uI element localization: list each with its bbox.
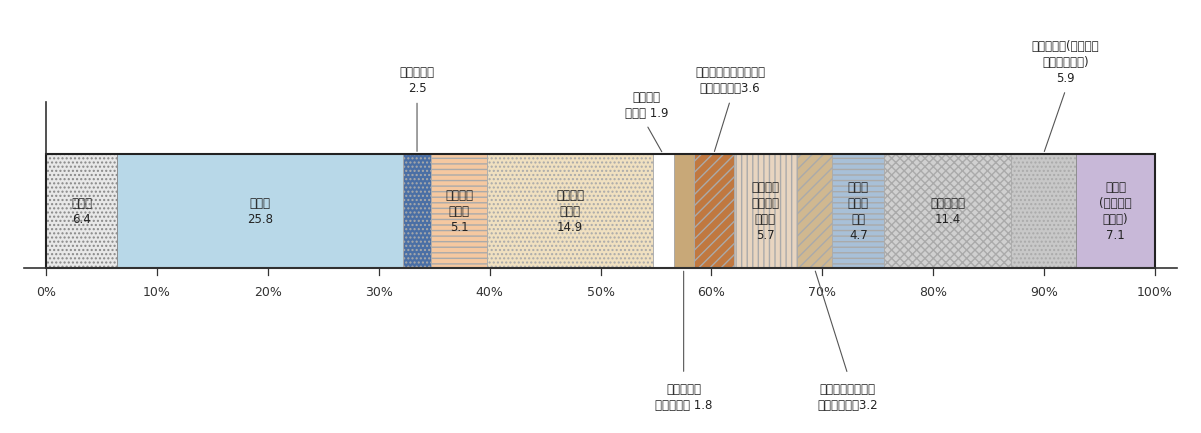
Text: 70%: 70% [808,286,836,299]
Bar [694,154,734,268]
Text: 情報通信業
2.5: 情報通信業 2.5 [400,66,435,95]
Text: 製造業
25.8: 製造業 25.8 [247,197,273,226]
Text: 不動産業、
物品賃貸業 1.8: 不動産業、 物品賃貸業 1.8 [655,383,712,412]
Bar [488,154,652,268]
Text: 20%: 20% [253,286,282,299]
Text: 建設業
6.4: 建設業 6.4 [71,197,92,226]
Text: 40%: 40% [476,286,503,299]
Text: 90%: 90% [1030,286,1058,299]
Bar [118,154,404,268]
Text: 100%: 100% [1137,286,1172,299]
Text: 教育、
学習支
援業
4.7: 教育、 学習支 援業 4.7 [848,181,868,242]
Text: サービス業(他に分類
されないもの)
5.9: サービス業(他に分類 されないもの) 5.9 [1032,40,1099,85]
Text: その他
(左記以外
のもの)
7.1: その他 (左記以外 のもの) 7.1 [1099,181,1131,242]
Bar [46,154,1155,268]
Bar [404,154,431,268]
Text: 金融業、
保険業 1.9: 金融業、 保険業 1.9 [625,90,668,120]
Text: 運輸業、
郵便業
5.1: 運輸業、 郵便業 5.1 [446,189,473,234]
Text: 学術研究、専門・技術
サービス業　3.6: 学術研究、専門・技術 サービス業 3.6 [695,66,765,95]
Bar [652,154,674,268]
Text: 60%: 60% [698,286,725,299]
Text: 0%: 0% [36,286,56,299]
Text: 30%: 30% [365,286,393,299]
Text: 80%: 80% [919,286,948,299]
Bar [674,154,694,268]
Bar [46,154,118,268]
Text: 50%: 50% [586,286,615,299]
Bar [1076,154,1155,268]
Text: 医療、福祉
11.4: 医療、福祉 11.4 [930,197,964,226]
Bar [832,154,884,268]
Bar [884,154,1011,268]
Bar [431,154,488,268]
Text: 生活関連サービス
業、娯楽業　3.2: 生活関連サービス 業、娯楽業 3.2 [818,383,878,412]
Bar [1011,154,1076,268]
Bar [796,154,832,268]
Text: 卸売業、
小売業
14.9: 卸売業、 小売業 14.9 [556,189,584,234]
Text: 宿泊業、
飲食サー
ビス業
5.7: 宿泊業、 飲食サー ビス業 5.7 [751,181,779,242]
Bar [734,154,796,268]
Text: 10%: 10% [143,286,171,299]
